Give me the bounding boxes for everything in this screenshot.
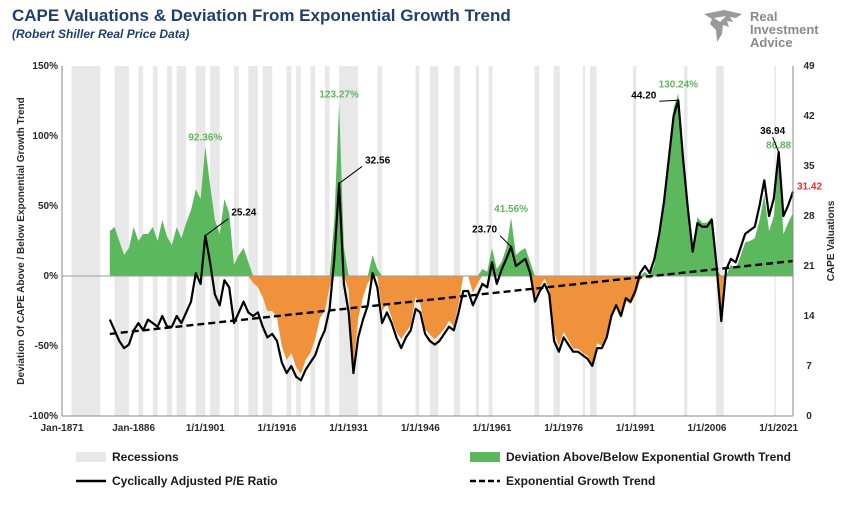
annotation-label: 31.42 <box>797 182 822 193</box>
cape-lines <box>108 99 795 382</box>
x-tick-label: 1/1/1961 <box>473 423 512 434</box>
recession-band <box>475 66 480 416</box>
x-tick-label: Jan-1886 <box>112 423 155 434</box>
recession-band <box>286 66 292 416</box>
recession-band <box>234 66 239 416</box>
eagle-logo-icon <box>704 10 742 42</box>
annotation-label: 23.70 <box>472 225 497 236</box>
recession-band <box>324 66 330 416</box>
recession-band <box>114 66 129 416</box>
annotation-label: 32.56 <box>365 155 390 166</box>
annotation-leader <box>338 166 363 184</box>
chart-subtitle: (Robert Shiller Real Price Data) <box>12 27 190 41</box>
left-tick-label: -100% <box>29 411 58 422</box>
recession-band <box>310 66 316 416</box>
right-tick-label: 14 <box>803 311 815 322</box>
cape-series-line <box>108 99 795 382</box>
recession-band <box>248 66 258 416</box>
right-tick-label: 49 <box>803 61 815 72</box>
x-tick-label: Jan-1871 <box>41 423 84 434</box>
recession-band <box>582 66 586 416</box>
axes: 150% 100% 50% 0% -50% -100% 49 42 35 28 21 14 7 0 Jan-… <box>16 61 837 434</box>
deviation-below-area <box>109 276 794 374</box>
legend-label: Deviation Above/Below Exponential Growth… <box>506 450 791 464</box>
right-tick-label: 0 <box>806 411 812 422</box>
deviation-area <box>109 93 794 374</box>
left-tick-label: 100% <box>32 131 58 142</box>
annotation-label: 130.24% <box>659 80 699 91</box>
left-tick-label: -50% <box>35 341 58 352</box>
x-tick-label: 1/1/1916 <box>258 423 297 434</box>
right-tick-label: 21 <box>803 261 815 272</box>
recession-band <box>71 66 101 416</box>
x-tick-label: 1/1/1946 <box>401 423 440 434</box>
annotation-leader <box>772 136 780 153</box>
brand-line-1: Real <box>750 9 778 24</box>
legend-recession-swatch <box>76 452 106 462</box>
legend: Recessions Deviation Above/Below Exponent… <box>76 450 791 488</box>
recession-band <box>716 66 724 416</box>
left-tick-label: 0% <box>44 271 59 282</box>
right-tick-label: 42 <box>803 111 815 122</box>
annotation-label: 92.36% <box>188 133 222 144</box>
brand-name: Real Investment Advice <box>750 10 819 49</box>
annotation-label: 36.94 <box>760 126 785 137</box>
recession-band <box>453 66 460 416</box>
annotation-leader <box>205 218 229 237</box>
annotation-label: 123.27% <box>319 89 359 100</box>
annotation-leader <box>659 99 679 102</box>
x-tick-label: 1/1/2006 <box>688 423 727 434</box>
annotations: 92.36% 123.27% 41.56% 130.24% 86.88 25.24 32.5… <box>188 80 822 248</box>
recession-band <box>415 66 420 416</box>
annotation-leader <box>499 235 512 248</box>
right-tick-label: 7 <box>806 361 812 372</box>
recession-band <box>262 66 273 416</box>
right-axis-title: CAPE Valuations <box>826 200 837 281</box>
annotation-label: 44.20 <box>631 90 656 101</box>
annotation-label: 41.56% <box>494 204 528 215</box>
brand-line-2: Investment <box>750 22 819 37</box>
legend-label: Recessions <box>112 450 179 464</box>
x-tick-label: 1/1/1901 <box>186 423 225 434</box>
x-tick-label: 1/1/1991 <box>616 423 655 434</box>
left-tick-label: 150% <box>32 61 58 72</box>
x-tick-label: 1/1/2021 <box>759 423 798 434</box>
recession-band <box>296 66 301 416</box>
recession-band <box>429 66 439 416</box>
x-tick-label: 1/1/1976 <box>544 423 583 434</box>
right-tick-label: 28 <box>803 211 815 222</box>
recession-band <box>534 66 540 416</box>
recession-band <box>377 66 383 416</box>
left-axis-title: Deviation Of CAPE Above / Below Exponent… <box>16 97 27 384</box>
recession-band <box>632 66 637 416</box>
x-tick-label: 1/1/1931 <box>329 423 368 434</box>
deviation-above-area <box>109 93 794 276</box>
recession-band <box>553 66 560 416</box>
right-tick-label: 35 <box>803 161 815 172</box>
annotation-label: 86.88 <box>766 140 791 151</box>
annotation-label: 25.24 <box>231 208 256 219</box>
brand-line-3: Advice <box>750 35 793 50</box>
recession-band <box>589 66 597 416</box>
trend-series-line <box>109 259 794 336</box>
legend-label: Exponential Growth Trend <box>506 474 655 488</box>
left-tick-label: 50% <box>38 201 58 212</box>
chart-title: CAPE Valuations & Deviation From Exponen… <box>12 6 511 25</box>
recession-band <box>488 66 493 416</box>
brand-logo: Real Investment Advice <box>698 8 838 54</box>
legend-label: Cyclically Adjusted P/E Ratio <box>112 474 278 488</box>
legend-deviation-swatch <box>470 452 500 462</box>
